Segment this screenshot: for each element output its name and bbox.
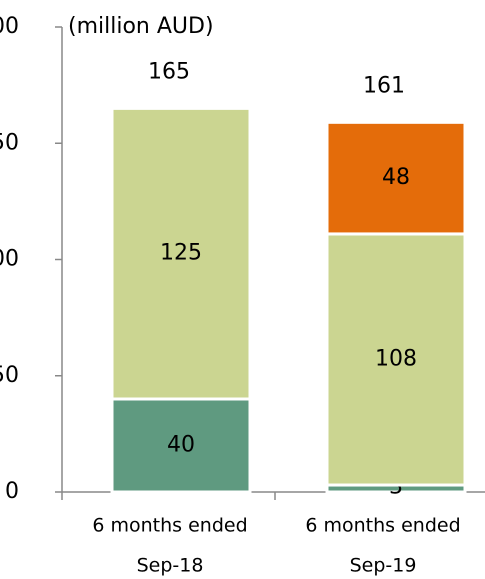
data-label: 125 <box>160 241 202 266</box>
x-tick-label: 6 months ended <box>92 515 247 537</box>
bar-segment <box>325 232 467 487</box>
total-label: 161 <box>363 73 405 98</box>
x-tick-label: 6 months ended <box>305 515 460 537</box>
bar-segment <box>110 106 252 401</box>
data-label: 108 <box>375 346 417 371</box>
x-tick-label: Sep-18 <box>137 555 204 577</box>
y-tick-label: 150 <box>0 130 19 155</box>
x-tick-label: Sep-19 <box>350 555 417 577</box>
data-label: 48 <box>382 165 410 190</box>
y-tick-label: 200 <box>0 14 19 39</box>
y-tick-label: 0 <box>5 479 19 504</box>
total-label: 165 <box>148 59 190 84</box>
unit-label: (million AUD) <box>68 14 214 39</box>
bar-segment <box>325 120 467 236</box>
y-tick-label: 50 <box>0 363 19 388</box>
data-label: 40 <box>167 433 195 458</box>
y-tick-label: 100 <box>0 247 19 272</box>
